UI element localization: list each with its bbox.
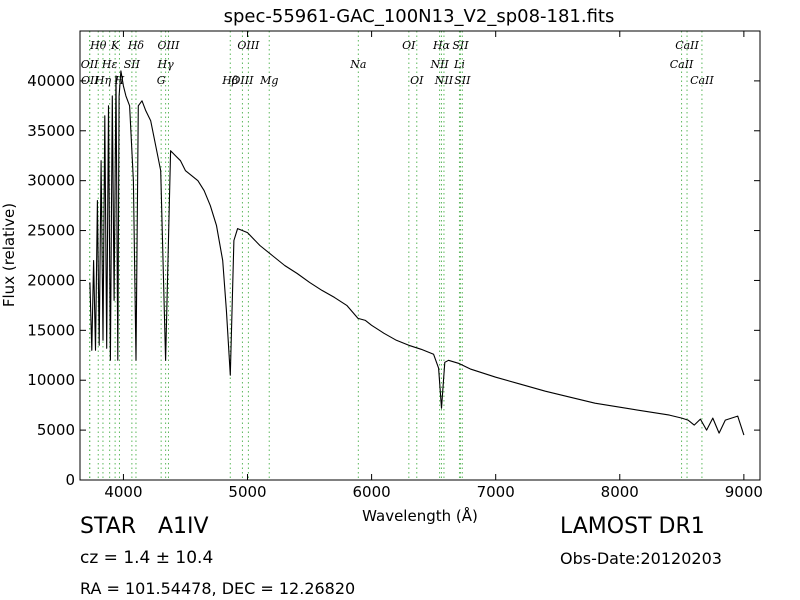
object-class: STAR: [80, 514, 137, 539]
y-tick-label: 0: [65, 471, 75, 489]
y-tick-label: 20000: [27, 271, 75, 289]
x-tick-label: 9000: [725, 483, 763, 501]
marker-label: OIII: [157, 39, 180, 52]
marker-label: SII: [124, 58, 141, 71]
marker-label: NII: [434, 74, 454, 87]
marker-label: CaII: [670, 58, 694, 71]
marker-label: OIII: [237, 39, 260, 52]
marker-label: Hβ: [221, 74, 238, 87]
marker-label: Hε: [101, 58, 118, 71]
object-subclass: A1IV: [158, 514, 209, 539]
marker-label: CaII: [690, 74, 714, 87]
marker-label: SII: [454, 74, 471, 87]
marker-label: NII: [429, 58, 449, 71]
x-tick-label: 8000: [601, 483, 639, 501]
y-axis-label: Flux (relative): [0, 203, 18, 307]
survey-name: LAMOST DR1: [560, 514, 705, 539]
marker-label: OI: [402, 39, 416, 52]
chart-title: spec-55961-GAC_100N13_V2_sp08-181.fits: [224, 6, 615, 27]
y-tick-label: 30000: [27, 172, 75, 190]
y-tick-label: 5000: [37, 421, 75, 439]
marker-label: Hη: [94, 74, 112, 87]
marker-label: Hδ: [127, 39, 145, 52]
marker-label: G: [157, 74, 166, 87]
marker-label: OII: [81, 58, 99, 71]
marker-label: Hα: [432, 39, 451, 52]
y-tick-label: 10000: [27, 371, 75, 389]
marker-label: OI: [410, 74, 424, 87]
series-layer: [89, 70, 745, 436]
marker-label: Hγ: [157, 58, 175, 71]
spectrum-series-line: [89, 70, 745, 436]
y-tick-label: 15000: [27, 321, 75, 339]
marker-label: Hθ: [89, 39, 107, 52]
x-tick-label: 7000: [477, 483, 515, 501]
y-axis: 0 5000 10000 15000 20000 25000 30000 35000 40000: [27, 72, 760, 489]
marker-label: H: [114, 74, 125, 87]
marker-label: OIII: [231, 74, 254, 87]
marker-label: CaII: [675, 39, 699, 52]
marker-label: OII: [81, 74, 99, 87]
obs-date: Obs-Date:20120203: [560, 549, 722, 568]
y-tick-label: 25000: [27, 222, 75, 240]
marker-label: K: [110, 39, 120, 52]
x-tick-label: 5000: [228, 483, 266, 501]
marker-label: Li: [453, 58, 465, 71]
x-tick-label: 4000: [104, 483, 142, 501]
y-tick-label: 40000: [27, 72, 75, 90]
redshift-cz: cz = 1.4 ± 10.4: [80, 548, 214, 568]
marker-label: Na: [349, 58, 366, 71]
x-axis-label: Wavelength (Å): [362, 506, 478, 525]
marker-label: SII: [452, 39, 469, 52]
x-axis: 4000 5000 6000 7000 8000 9000: [104, 31, 763, 501]
y-tick-label: 35000: [27, 122, 75, 140]
x-tick-label: 6000: [353, 483, 391, 501]
ra-dec: RA = 101.54478, DEC = 12.26820: [80, 579, 356, 598]
plot-frame: [79, 30, 761, 481]
marker-label: Mg: [259, 74, 278, 87]
